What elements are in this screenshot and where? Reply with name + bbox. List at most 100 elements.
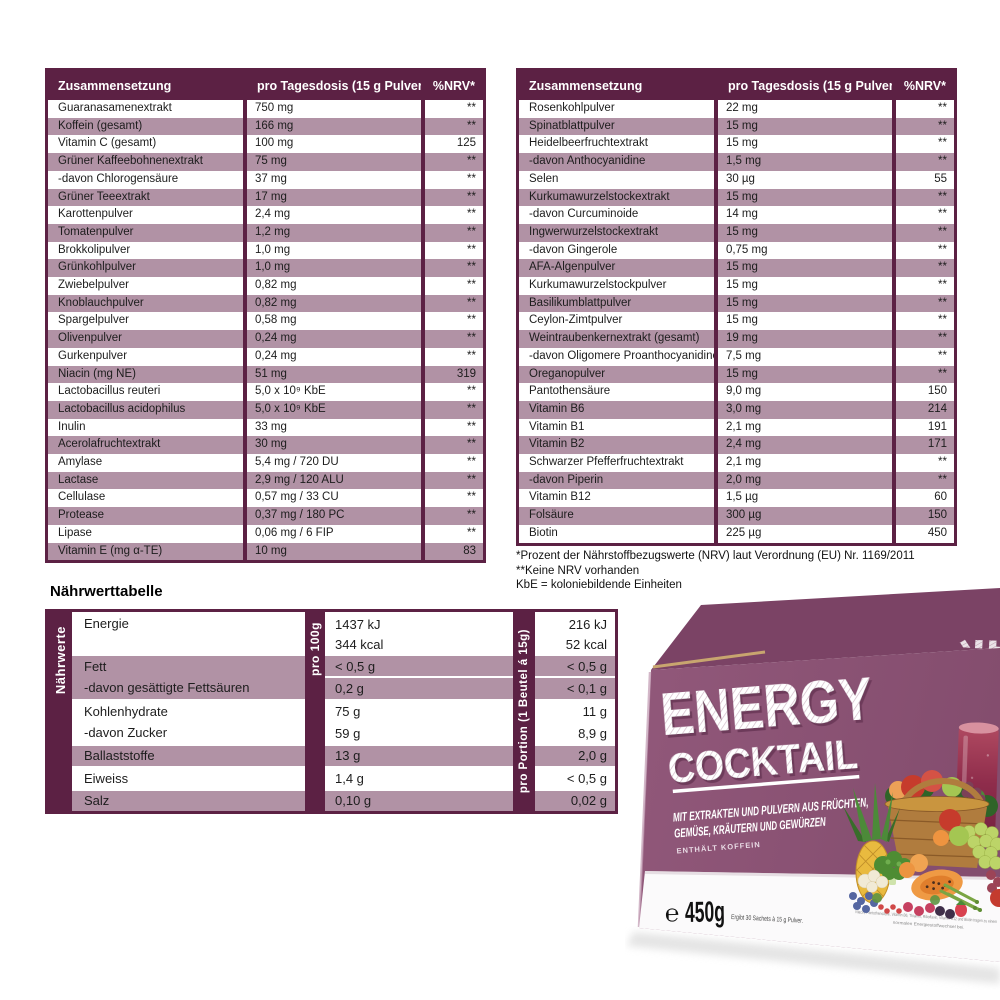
ingredient-name: Olivenpulver: [46, 330, 247, 348]
ingredient-amount: 0,58 mg: [244, 312, 426, 331]
ingredient-nrv: **: [938, 102, 947, 114]
nutrition-value-per100: 0,10 g: [325, 788, 513, 811]
ingredient-amount: 2,1 mg: [715, 418, 897, 437]
ingredient-row: Spargelpulver 0,58 mg **: [46, 312, 485, 331]
ingredient-nrv: 191: [927, 420, 947, 433]
ingredient-row: Zwiebelpulver 0,82 mg **: [46, 277, 485, 295]
ingredient-nrv: **: [423, 471, 485, 490]
red-fruit-icon: [986, 870, 1000, 907]
ingredient-name: Amylase: [46, 454, 247, 472]
cardboard-edge: [652, 650, 766, 669]
nutrition-label: Salz: [72, 788, 305, 811]
ingredient-name: Oreganopulver: [517, 365, 718, 384]
ingredient-name: -davon Oligomere Proanthocyanidine: [517, 347, 718, 366]
ingredient-amount: 15 mg: [715, 188, 897, 207]
brand-underline: [672, 774, 860, 794]
ingredient-row: -davon Anthocyanidine 1,5 mg **: [517, 153, 956, 171]
brand-energy-texture: ENERGY: [658, 665, 875, 748]
ingredient-name: -davon Anthocyanidine: [517, 153, 718, 171]
nutrition-label: Ballaststoffe: [72, 743, 305, 767]
ingredient-amount: 0,24 mg: [244, 330, 426, 348]
ingredient-row: Basilikumblattpulver 15 mg **: [517, 294, 956, 313]
ingredient-amount: 5,4 mg / 720 DU: [244, 454, 426, 472]
ingredient-row: -davon Curcuminoide 14 mg **: [517, 206, 956, 224]
nutrition-value-portion: < 0,5 g: [535, 766, 615, 789]
nutrition-value-portion: 216 kJ 52 kcal: [535, 612, 615, 654]
footnote-keine-nrv: **Keine NRV vorhanden: [516, 564, 640, 577]
ingredient-row: Oreganopulver 15 mg **: [517, 365, 956, 384]
ingredient-name: Lactobacillus acidophilus: [46, 400, 247, 419]
ingredient-name: Lactase: [46, 471, 247, 490]
ingredient-row: Grünkohlpulver 1,0 mg **: [46, 259, 485, 278]
ingredient-row: Tomatenpulver 1,2 mg **: [46, 223, 485, 242]
ingredient-nrv: 214: [894, 400, 956, 419]
ingredient-name: Gurkenpulver: [46, 347, 247, 366]
composition-table-left: Zusammensetzung pro Tagesdosis (15 g Pul…: [45, 68, 486, 564]
ingredient-name: Selen: [517, 170, 718, 189]
nutrition-value-per100: 1437 kJ 344 kcal: [325, 612, 513, 654]
ingredient-nrv: 171: [894, 436, 956, 455]
ingredient-row: Folsäure 300 µg 150: [517, 507, 956, 525]
ingredient-amount: 2,4 mg: [244, 206, 426, 224]
ingredient-amount: 100 mg: [244, 135, 426, 154]
energy-kj-per100: 1437 kJ: [335, 617, 381, 632]
nutrition-label: -davon gesättigte Fettsäuren: [72, 676, 305, 699]
ingredient-row: Amylase 5,4 mg / 720 DU **: [46, 454, 485, 472]
ingredient-row: Spinatblattpulver 15 mg **: [517, 117, 956, 136]
ingredient-nrv: **: [467, 172, 476, 185]
ingredient-nrv: **: [894, 188, 956, 207]
ingredient-name: Lactobacillus reuteri: [46, 383, 247, 401]
ingredient-row: Vitamin B6 3,0 mg 214: [517, 400, 956, 419]
ingredient-amount: 0,24 mg: [244, 347, 426, 366]
ingredient-amount: 15 mg: [715, 365, 897, 384]
ingredient-name: Niacin (mg NE): [46, 365, 247, 384]
ingredient-row: Knoblauchpulver 0,82 mg **: [46, 294, 485, 313]
header-zusammensetzung: Zusammensetzung: [46, 69, 247, 100]
ingredient-nrv: **: [938, 349, 947, 362]
ingredient-name: -davon Gingerole: [517, 241, 718, 260]
ingredient-name: Ingwerwurzelstockextrakt: [517, 223, 718, 242]
ingredient-nrv: **: [938, 243, 947, 256]
ingredient-row: Biotin 225 µg 450: [517, 524, 956, 545]
ingredient-row: Niacin (mg NE) 51 mg 319: [46, 365, 485, 384]
apricots-icon: [899, 854, 928, 878]
footnote-kbe: KbE = koloniebildende Einheiten: [516, 579, 682, 592]
ingredient-name: Vitamin B6: [517, 400, 718, 419]
ingredient-amount: 15 mg: [715, 294, 897, 313]
per-100g-label-text: pro 100g: [308, 622, 322, 677]
ingredient-nrv: **: [423, 259, 485, 278]
ingredient-name: Grüner Teeextrakt: [46, 188, 247, 207]
ingredient-amount: 17 mg: [244, 188, 426, 207]
ingredient-nrv: **: [894, 365, 956, 384]
ingredient-name: Vitamin E (mg α-TE): [46, 542, 247, 562]
per-100g-values-column: 1437 kJ 344 kcal < 0,5 g 0,2 g 75 g 59 g…: [325, 612, 513, 811]
ingredient-row: Acerolafruchtextrakt 30 mg **: [46, 436, 485, 455]
ingredient-amount: 15 mg: [715, 259, 897, 278]
fruit-basket-illustration: [843, 722, 1000, 919]
header-tagesdosis: pro Tagesdosis (15 g Pulver): [715, 69, 897, 100]
per-portion-label-text: pro Portion (1 Beutel á 15g): [518, 629, 530, 794]
ingredient-row: Rosenkohlpulver 22 mg **: [517, 100, 956, 118]
ingredient-row: Gurkenpulver 0,24 mg **: [46, 347, 485, 366]
ingredient-amount: 22 mg: [715, 100, 897, 118]
ingredient-name: Acerolafruchtextrakt: [46, 436, 247, 455]
ingredient-row: Ingwerwurzelstockextrakt 15 mg **: [517, 223, 956, 242]
ingredient-nrv: **: [894, 330, 956, 348]
ingredient-name: Knoblauchpulver: [46, 294, 247, 313]
ingredient-row: Lactobacillus reuteri 5,0 x 10⁹ KbE **: [46, 383, 485, 401]
net-weight: 450g: [685, 896, 726, 929]
ingredient-amount: 166 mg: [244, 117, 426, 136]
nutrition-side-label-text: Nährwerte: [52, 626, 68, 695]
ingredient-name: Tomatenpulver: [46, 223, 247, 242]
ingredient-nrv: **: [467, 102, 476, 114]
ingredient-amount: 0,06 mg / 6 FIP: [244, 524, 426, 543]
ingredient-nrv: **: [467, 526, 476, 539]
nutrition-value-per100: 0,2 g: [325, 676, 513, 699]
ingredient-amount: 15 mg: [715, 135, 897, 154]
ingredient-amount: 0,82 mg: [244, 277, 426, 295]
product-box: ENERGY COCKTAIL ENERGY COCKTAIL ENERGY C…: [627, 588, 1000, 984]
ingredient-row: Guaranasamenextrakt 750 mg **: [46, 100, 485, 118]
nutrition-label: Fett: [72, 654, 305, 677]
header-nrv: %NRV*: [423, 69, 485, 100]
